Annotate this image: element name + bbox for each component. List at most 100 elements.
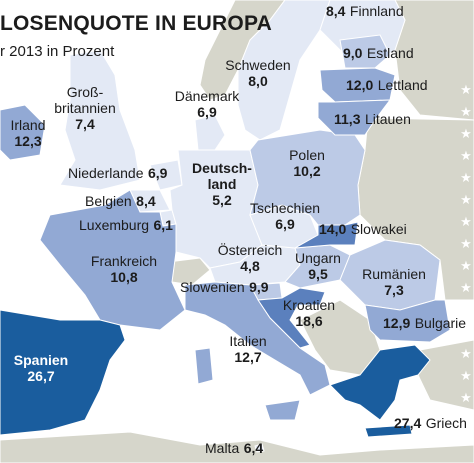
label-estland: 9,0 Estland — [343, 45, 414, 63]
region-slovakia — [294, 221, 359, 249]
name-bulgarien: Bulgarie — [414, 315, 467, 331]
name-italien: Italien — [229, 333, 267, 349]
label-rumaenien: Rumänien 7,3 — [356, 266, 432, 298]
region-lithuania — [317, 99, 392, 136]
value-niederlande: 6,9 — [147, 165, 168, 181]
name-oesterreich: Österreich — [217, 242, 283, 258]
label-malta: Malta 6,4 — [205, 440, 263, 458]
star-icon: ★ — [460, 369, 472, 384]
name-slowenien: Slowenien — [180, 279, 245, 295]
label-frankreich: Frankreich 10,8 — [78, 253, 170, 285]
label-kroatien: Kroatien 18,6 — [276, 297, 342, 329]
value-slowenien: 9,9 — [249, 279, 269, 295]
name-litauen: Litauen — [364, 111, 411, 127]
label-griechenland: 27,4 Griech — [394, 415, 467, 433]
region-bulgaria — [364, 299, 451, 343]
label-grossbritannien: Groß- britannien 7,4 — [40, 84, 130, 132]
value-spanien: 26,7 — [27, 368, 55, 385]
star-icon: ★ — [460, 391, 472, 406]
region-france — [39, 189, 186, 331]
value-bulgarien: 12,9 — [383, 315, 411, 331]
name-kroatien: Kroatien — [282, 297, 336, 313]
map-title: LOSENQUOTE IN EUROPA — [0, 12, 272, 35]
label-spanien: Spanien 26,7 — [4, 352, 78, 384]
value-ungarn: 9,5 — [308, 266, 328, 283]
label-irland: Irland 12,3 — [6, 117, 50, 149]
value-tschechien: 6,9 — [275, 216, 295, 233]
name-schweden: Schweden — [225, 57, 291, 73]
name-irland: Irland — [10, 117, 46, 133]
star-icon: ★ — [460, 193, 472, 208]
value-deutschland: 5,2 — [212, 192, 232, 209]
region-africa — [0, 431, 474, 463]
value-frankreich: 10,8 — [110, 269, 138, 286]
star-icon: ★ — [460, 127, 472, 142]
label-bulgarien: 12,9 Bulgarie — [383, 315, 466, 333]
region-spain — [0, 309, 126, 436]
value-litauen: 11,3 — [334, 111, 361, 127]
value-lettland: 12,0 — [346, 77, 374, 93]
star-icon: ★ — [460, 105, 472, 120]
star-icon: ★ — [460, 413, 472, 428]
name-grossbritannien-line1: Groß- — [66, 84, 104, 100]
region-ireland — [0, 104, 46, 161]
name-deutschland-line1: Deutsch- — [192, 160, 252, 176]
name-slowakei: Slowakei — [350, 221, 407, 237]
value-griechenland: 27,4 — [394, 415, 422, 431]
name-niederlande: Niederlande — [68, 165, 144, 181]
star-icon: ★ — [460, 237, 472, 252]
region-greece — [329, 344, 431, 421]
label-deutschland: Deutsch- land 5,2 — [180, 160, 264, 208]
legend-star-column: ★ ★ ★ ★ ★ ★ ★ ★ ★ ★ ★ ★ ★ ★ ★ ★ — [458, 80, 474, 432]
name-lettland: Lettland — [377, 77, 428, 93]
label-belgien: Belgien 8,4 — [85, 193, 156, 211]
name-finnland: Finnland — [349, 3, 404, 19]
name-grossbritannien-line2: britannien — [54, 100, 116, 117]
star-icon: ★ — [460, 215, 472, 230]
region-malta — [254, 443, 265, 453]
label-lettland: 12,0 Lettland — [346, 77, 428, 95]
name-tschechien: Tschechien — [249, 200, 321, 216]
star-icon: ★ — [460, 281, 472, 296]
label-polen: Polen 10,2 — [276, 147, 338, 179]
name-polen: Polen — [289, 147, 325, 163]
label-tschechien: Tschechien 6,9 — [240, 200, 330, 232]
value-irland: 12,3 — [14, 133, 42, 150]
value-malta: 6,4 — [243, 440, 264, 456]
name-malta: Malta — [205, 440, 240, 456]
star-icon: ★ — [460, 83, 472, 98]
value-slowakei: 14,0 — [319, 221, 347, 237]
region-hungary — [284, 244, 351, 289]
label-slowakei: 14,0 Slowakei — [319, 221, 407, 239]
label-daenemark: Dänemark 6,9 — [148, 88, 266, 120]
label-luxemburg: Luxemburg 6,1 — [79, 217, 173, 235]
label-slowenien: Slowenien 9,9 — [180, 279, 269, 297]
value-schweden: 8,0 — [248, 73, 268, 90]
name-griechenland: Griech — [425, 415, 467, 431]
label-oesterreich: Österreich 4,8 — [212, 242, 288, 274]
value-grossbritannien: 7,4 — [75, 116, 95, 133]
value-finnland: 8,4 — [326, 3, 346, 19]
name-frankreich: Frankreich — [90, 253, 158, 269]
name-estland: Estland — [366, 45, 414, 61]
region-italy — [184, 281, 331, 396]
name-ungarn: Ungarn — [295, 250, 341, 266]
map-subtitle: r 2013 in Prozent — [0, 43, 115, 60]
star-icon: ★ — [460, 347, 472, 362]
label-litauen: 11,3 Litauen — [334, 111, 411, 129]
value-daenemark: 6,9 — [197, 104, 217, 121]
name-daenemark: Dänemark — [174, 88, 240, 104]
name-rumaenien: Rumänien — [362, 266, 426, 282]
value-oesterreich: 4,8 — [240, 258, 260, 275]
star-icon: ★ — [460, 303, 472, 318]
name-belgien: Belgien — [85, 193, 132, 209]
value-italien: 12,7 — [234, 349, 262, 366]
region-estonia — [339, 34, 391, 69]
region-crete — [364, 424, 413, 438]
region-sicily — [264, 399, 301, 421]
star-icon: ★ — [460, 171, 472, 186]
star-icon: ★ — [460, 149, 472, 164]
star-icon: ★ — [460, 325, 472, 340]
